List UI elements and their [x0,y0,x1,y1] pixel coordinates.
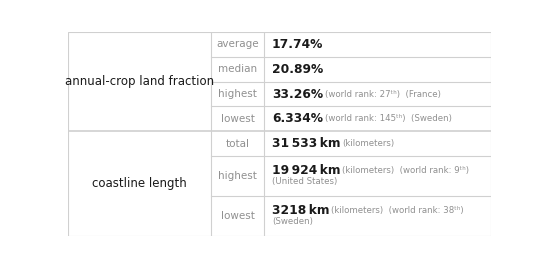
Text: (kilometers)  (world rank: 9ᵗʰ): (kilometers) (world rank: 9ᵗʰ) [342,166,470,175]
Text: 3218 km: 3218 km [272,204,329,217]
Text: highest: highest [218,171,257,181]
Text: 6.334%: 6.334% [272,112,323,125]
Text: (Sweden): (Sweden) [272,217,313,226]
Text: average: average [216,39,259,49]
Text: lowest: lowest [221,114,254,124]
Text: highest: highest [218,89,257,99]
Text: (kilometers)  (world rank: 38ᵗʰ): (kilometers) (world rank: 38ᵗʰ) [331,206,464,215]
Text: 33.26%: 33.26% [272,87,323,100]
Text: 19 924 km: 19 924 km [272,164,340,177]
Text: (United States): (United States) [272,177,337,186]
Text: (world rank: 27ᵗʰ)  (France): (world rank: 27ᵗʰ) (France) [325,90,441,99]
Text: total: total [225,139,250,149]
Text: (kilometers): (kilometers) [342,139,395,148]
Text: median: median [218,64,257,74]
Text: 17.74%: 17.74% [272,38,323,51]
Text: coastline length: coastline length [92,177,187,190]
Text: lowest: lowest [221,211,254,221]
Text: (world rank: 145ᵗʰ)  (Sweden): (world rank: 145ᵗʰ) (Sweden) [325,114,452,123]
Text: annual-crop land fraction: annual-crop land fraction [65,75,215,88]
Text: 31 533 km: 31 533 km [272,137,340,150]
Text: 20.89%: 20.89% [272,63,323,76]
